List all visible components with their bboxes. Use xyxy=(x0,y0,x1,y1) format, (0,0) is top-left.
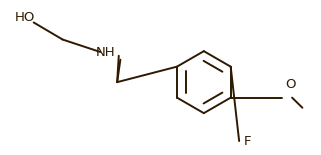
Text: HO: HO xyxy=(14,11,35,24)
Text: F: F xyxy=(244,135,251,148)
Text: O: O xyxy=(286,78,296,91)
Text: NH: NH xyxy=(96,46,116,59)
